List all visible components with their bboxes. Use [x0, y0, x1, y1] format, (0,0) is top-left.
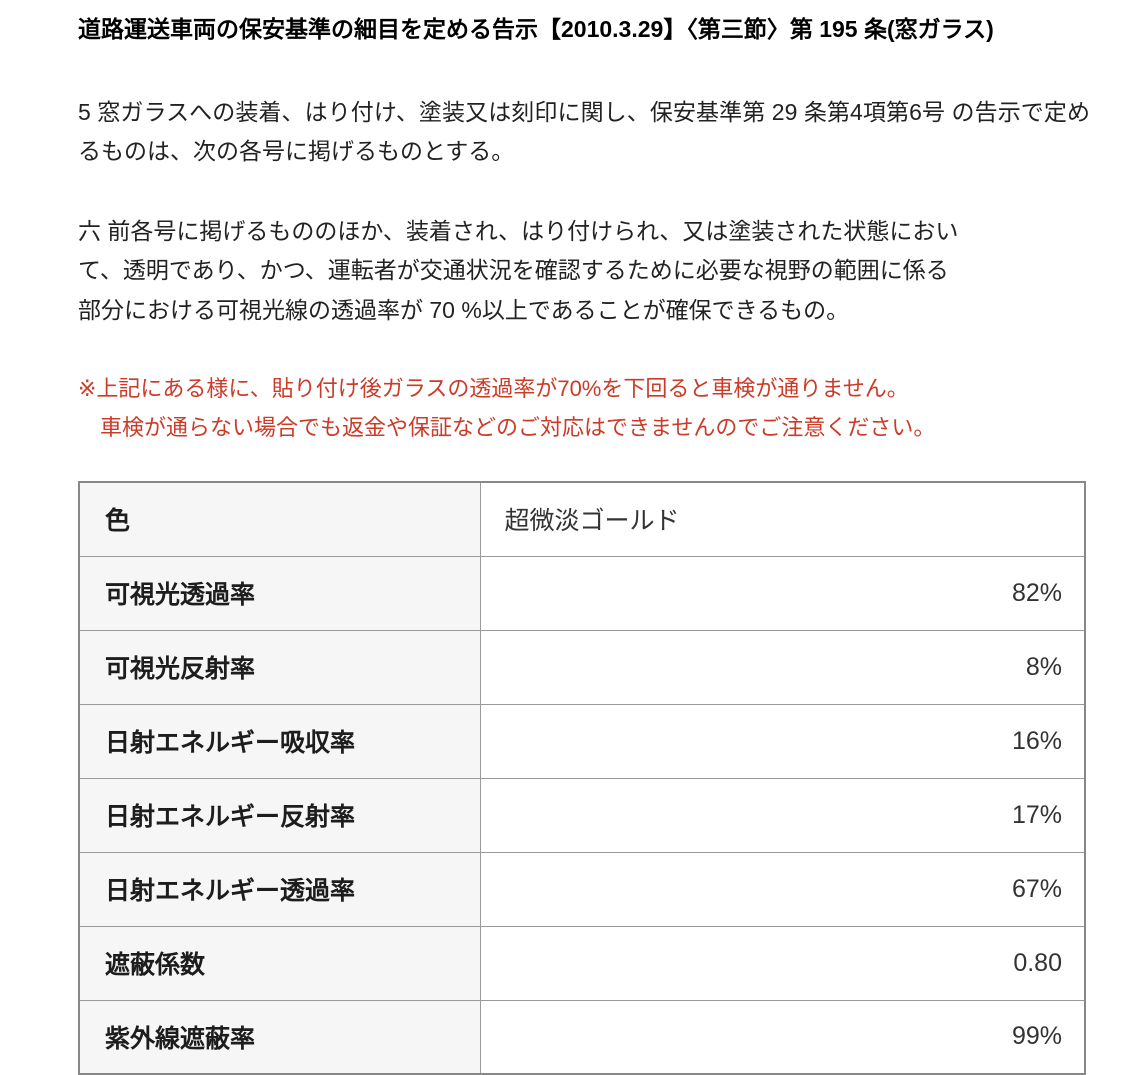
- paragraph-clause-6-line-3: 部分における可視光線の透過率が 70 %以上であることが確保できるもの。: [78, 296, 850, 323]
- spec-value-solar-energy-transmittance: 67%: [479, 851, 1086, 927]
- table-row: 可視光透過率 82%: [78, 555, 1086, 631]
- spec-table-container: 色 超微淡ゴールド 可視光透過率 82% 可視光反射率 8% 日射エネルギー吸収…: [0, 481, 1148, 1075]
- spec-table-body: 色 超微淡ゴールド 可視光透過率 82% 可視光反射率 8% 日射エネルギー吸収…: [78, 481, 1086, 1075]
- table-row: 紫外線遮蔽率 99%: [78, 999, 1086, 1075]
- warning-notice-line-2: 車検が通らない場合でも返金や保証などのご対応はできませんのでご注意ください。: [100, 414, 936, 440]
- spec-label-uv-blocking-rate: 紫外線遮蔽率: [78, 999, 481, 1075]
- spec-value-solar-energy-absorptance: 16%: [479, 703, 1086, 779]
- warning-notice: ※上記にある様に、貼り付け後ガラスの透過率が70%を下回ると車検が通りません。 …: [0, 370, 1148, 447]
- paragraph-clause-6: 六 前各号に掲げるもののほか、装着され、はり付けられ、又は塗装された状態におい …: [0, 212, 1148, 331]
- spec-table: 色 超微淡ゴールド 可視光透過率 82% 可視光反射率 8% 日射エネルギー吸収…: [78, 481, 1086, 1075]
- table-row: 遮蔽係数 0.80: [78, 925, 1086, 1001]
- spec-value-color: 超微淡ゴールド: [479, 481, 1086, 557]
- spec-value-visible-light-transmittance: 82%: [479, 555, 1086, 631]
- paragraph-clause-6-line-1: 六 前各号に掲げるもののほか、装着され、はり付けられ、又は塗装された状態におい: [78, 217, 959, 244]
- table-row: 日射エネルギー吸収率 16%: [78, 703, 1086, 779]
- spec-value-solar-energy-reflectance: 17%: [479, 777, 1086, 853]
- table-row: 可視光反射率 8%: [78, 629, 1086, 705]
- paragraph-clause-5: 5 窓ガラスへの装着、はり付け、塗装又は刻印に関し、保安基準第 29 条第4項第…: [78, 98, 1090, 165]
- warning-notice-line-1: ※上記にある様に、貼り付け後ガラスの透過率が70%を下回ると車検が通りません。: [78, 376, 909, 402]
- spec-label-color: 色: [78, 481, 481, 557]
- paragraph-clause-6-line-2: て、透明であり、かつ、運転者が交通状況を確認するために必要な視野の範囲に係る: [78, 257, 949, 284]
- spec-label-visible-light-reflectance: 可視光反射率: [78, 629, 481, 705]
- spec-label-solar-energy-reflectance: 日射エネルギー反射率: [78, 777, 481, 853]
- spec-value-shading-coefficient: 0.80: [479, 925, 1086, 1001]
- spec-label-solar-energy-transmittance: 日射エネルギー透過率: [78, 851, 481, 927]
- table-row: 色 超微淡ゴールド: [78, 481, 1086, 557]
- spec-label-solar-energy-absorptance: 日射エネルギー吸収率: [78, 703, 481, 779]
- spec-label-shading-coefficient: 遮蔽係数: [78, 925, 481, 1001]
- table-row: 日射エネルギー透過率 67%: [78, 851, 1086, 927]
- table-row: 日射エネルギー反射率 17%: [78, 777, 1086, 853]
- page-title: 道路運送車両の保安基準の細目を定める告示【2010.3.29】〈第三節〉第 19…: [78, 16, 994, 42]
- spec-value-uv-blocking-rate: 99%: [479, 999, 1086, 1075]
- spec-value-visible-light-reflectance: 8%: [479, 629, 1086, 705]
- spec-label-visible-light-transmittance: 可視光透過率: [78, 555, 481, 631]
